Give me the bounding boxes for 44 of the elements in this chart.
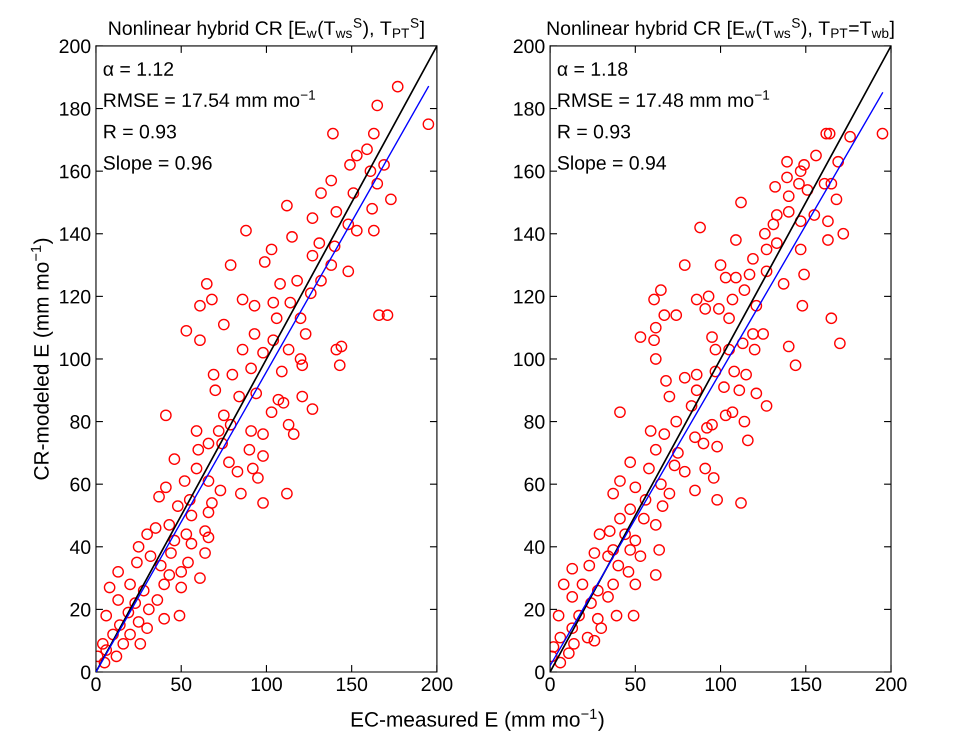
annotation: Slope = 0.94 — [558, 156, 666, 174]
annotation: Slope = 0.96 — [104, 156, 212, 174]
y-tick-label: 140 — [60, 227, 90, 242]
x-tick-label: 200 — [876, 677, 906, 692]
annotation: α = 1.18 — [558, 62, 628, 76]
annotation: RMSE = 17.54 mm mo$^{−1}$ — [104, 90, 316, 108]
y-tick-label: 20 — [70, 602, 90, 617]
x-tick-label: 0 — [91, 677, 101, 692]
annotation: α = 1.12 — [104, 62, 174, 76]
x-tick-label: 100 — [706, 677, 736, 692]
annotation: R = 0.93 — [558, 124, 630, 138]
chart-title: Nonlinear hybrid CR [E$_{w}$(T$_{ws}$$^{S}$), T$_{PT}$$^{S}$] — [109, 18, 424, 39]
y-tick-label: 200 — [514, 39, 544, 54]
y-tick-label: 200 — [60, 39, 90, 54]
y-tick-label: 20 — [524, 602, 544, 617]
y-tick-label: 140 — [514, 227, 544, 242]
y-tick-label: 100 — [514, 352, 544, 366]
y-tick-label: 120 — [514, 290, 544, 304]
y-tick-label: 0 — [535, 665, 544, 680]
y-tick-label: 100 — [60, 352, 90, 366]
x-tick-label: 100 — [252, 677, 282, 692]
x-tick-label: 0 — [545, 677, 555, 692]
x-tick-label: 200 — [422, 677, 452, 692]
annotation: R = 0.93 — [104, 124, 176, 138]
x-axis-title: EC-measured E (mm mo$^{−1}$) — [352, 708, 604, 731]
chart-title: Nonlinear hybrid CR [E$_{w}$(T$_{ws}$$^{S}$), T$_{PT}$=T$_{wb}$] — [548, 18, 894, 39]
y-tick-label: 80 — [524, 415, 544, 429]
y-tick-label: 180 — [60, 102, 90, 116]
y-tick-label: 160 — [60, 164, 90, 178]
x-tick-label: 150 — [791, 677, 822, 692]
y-tick-label: 60 — [70, 478, 90, 492]
y-tick-label: 160 — [514, 164, 544, 178]
y-tick-label: 0 — [81, 665, 90, 680]
x-tick-label: 50 — [625, 677, 646, 692]
y-axis-title: CR-modeled E (mm mo$^{−1}$) — [30, 238, 53, 480]
y-tick-label: 60 — [524, 478, 544, 492]
y-tick-label: 40 — [70, 540, 90, 554]
x-tick-label: 150 — [336, 677, 368, 692]
y-tick-label: 80 — [70, 415, 90, 429]
annotation: RMSE = 17.48 mm mo$^{−1}$ — [558, 90, 770, 108]
y-tick-label: 180 — [514, 102, 544, 116]
y-tick-label: 120 — [60, 290, 90, 304]
x-tick-label: 50 — [171, 677, 192, 692]
y-tick-label: 40 — [524, 540, 544, 554]
